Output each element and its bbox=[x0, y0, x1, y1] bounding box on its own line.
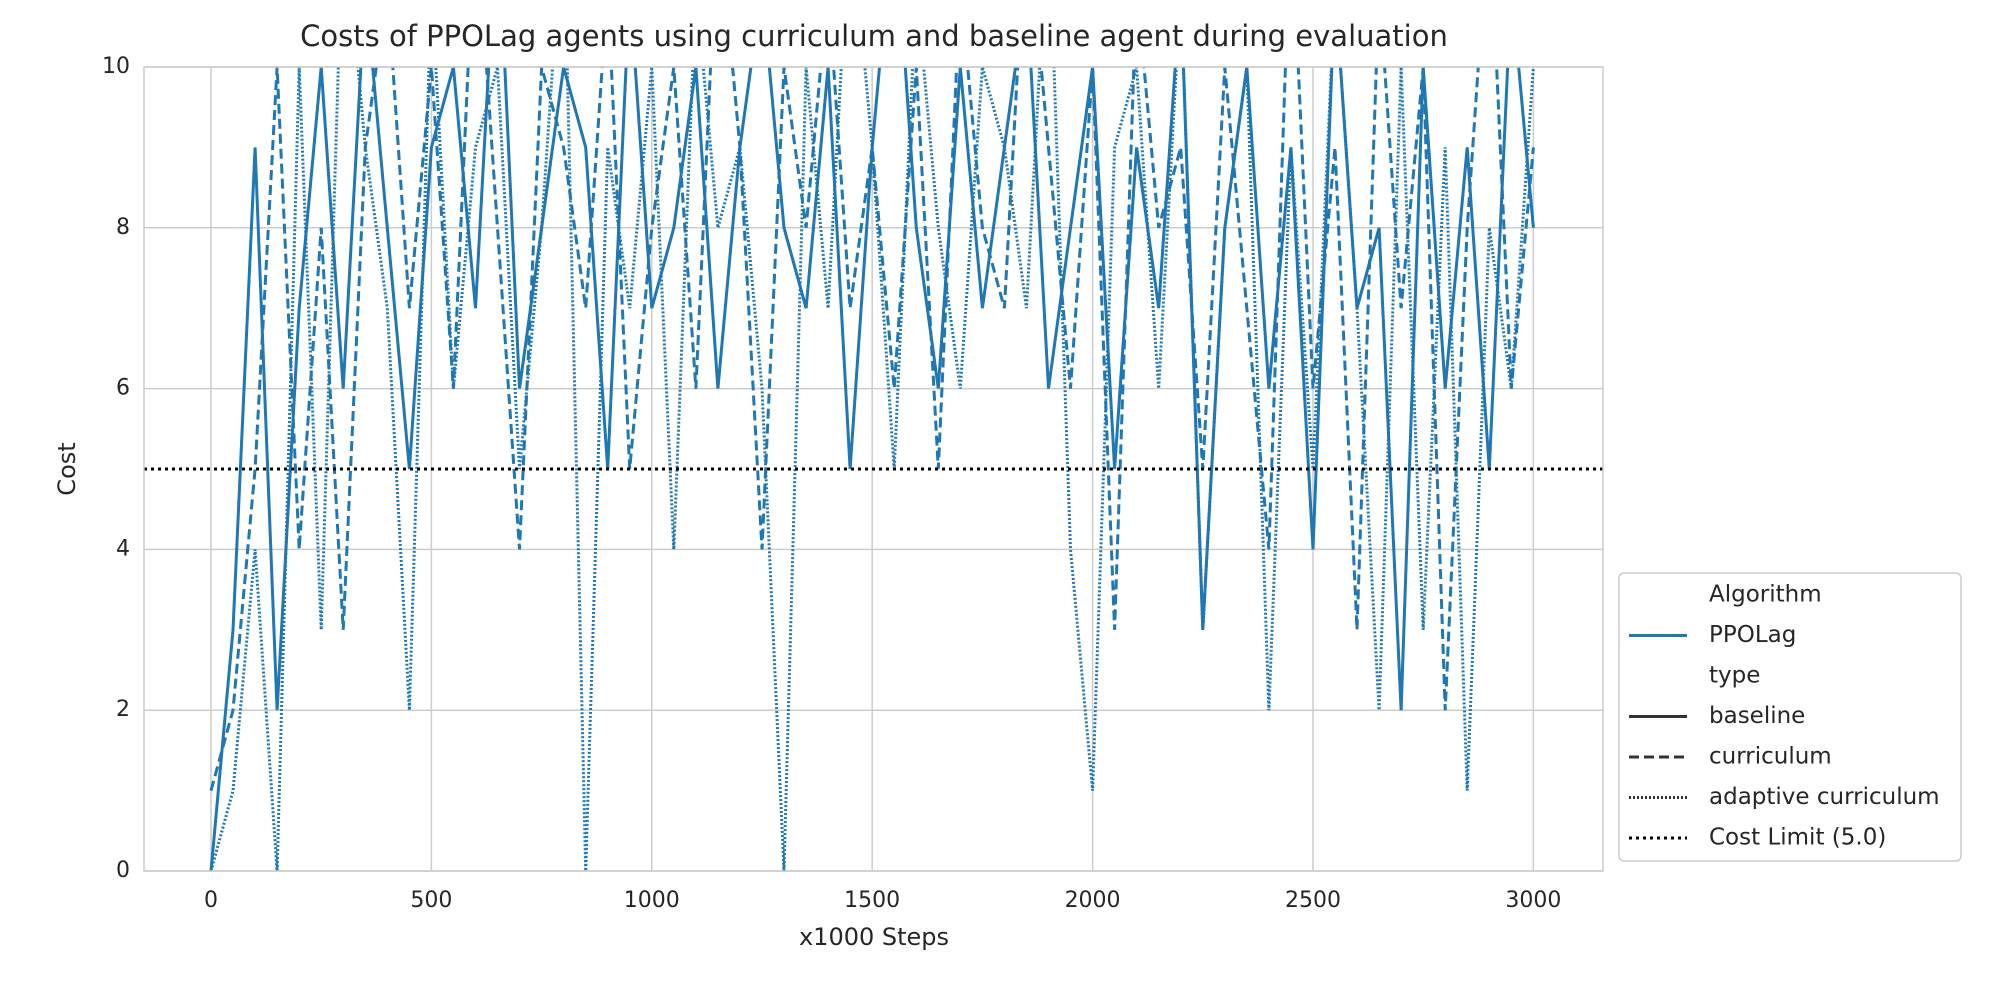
x-tick-label: 0 bbox=[204, 888, 218, 913]
x-tick-label: 3000 bbox=[1505, 888, 1561, 913]
y-tick-label: 4 bbox=[116, 536, 130, 561]
chart-title: Costs of PPOLag agents using curriculum … bbox=[300, 19, 1448, 53]
x-tick-label: 2500 bbox=[1285, 888, 1341, 913]
y-axis-label: Cost bbox=[53, 442, 81, 495]
legend-title: Algorithm bbox=[1709, 582, 1822, 608]
y-tick-label: 2 bbox=[116, 697, 130, 722]
y-tick-label: 10 bbox=[102, 54, 130, 79]
legend-title: type bbox=[1709, 663, 1760, 689]
legend-label: Cost Limit (5.0) bbox=[1709, 825, 1886, 851]
legend-label: PPOLag bbox=[1709, 622, 1796, 648]
legend-label: adaptive curriculum bbox=[1709, 784, 1940, 810]
y-tick-label: 0 bbox=[116, 858, 130, 883]
series-line bbox=[209, 67, 1535, 791]
y-tick-label: 6 bbox=[116, 376, 130, 401]
x-tick-label: 2000 bbox=[1065, 888, 1121, 913]
x-tick-label: 1000 bbox=[624, 888, 680, 913]
x-tick-label: 500 bbox=[410, 888, 452, 913]
series-line bbox=[209, 67, 1535, 871]
x-tick-label: 1500 bbox=[844, 888, 900, 913]
legend-box bbox=[1618, 572, 1962, 862]
x-axis-label: x1000 Steps bbox=[799, 923, 949, 951]
legend-label: curriculum bbox=[1709, 744, 1832, 770]
legend-label: baseline bbox=[1709, 703, 1805, 729]
y-tick-label: 8 bbox=[116, 215, 130, 240]
plot-area bbox=[209, 67, 1535, 871]
plot-frame bbox=[143, 66, 1604, 872]
